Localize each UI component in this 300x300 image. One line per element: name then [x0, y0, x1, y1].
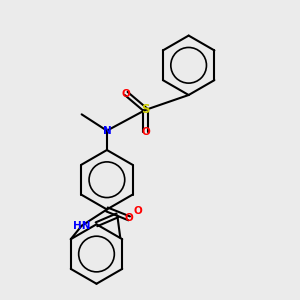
Text: HN: HN [73, 221, 90, 231]
Text: O: O [122, 88, 130, 98]
Text: O: O [141, 127, 150, 137]
Text: S: S [141, 103, 150, 116]
Text: N: N [103, 126, 111, 136]
Text: O: O [125, 213, 134, 224]
Text: O: O [134, 206, 142, 216]
